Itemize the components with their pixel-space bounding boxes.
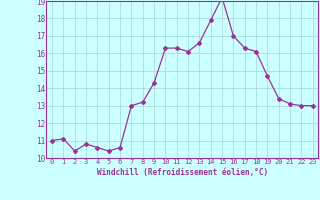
- X-axis label: Windchill (Refroidissement éolien,°C): Windchill (Refroidissement éolien,°C): [97, 168, 268, 177]
